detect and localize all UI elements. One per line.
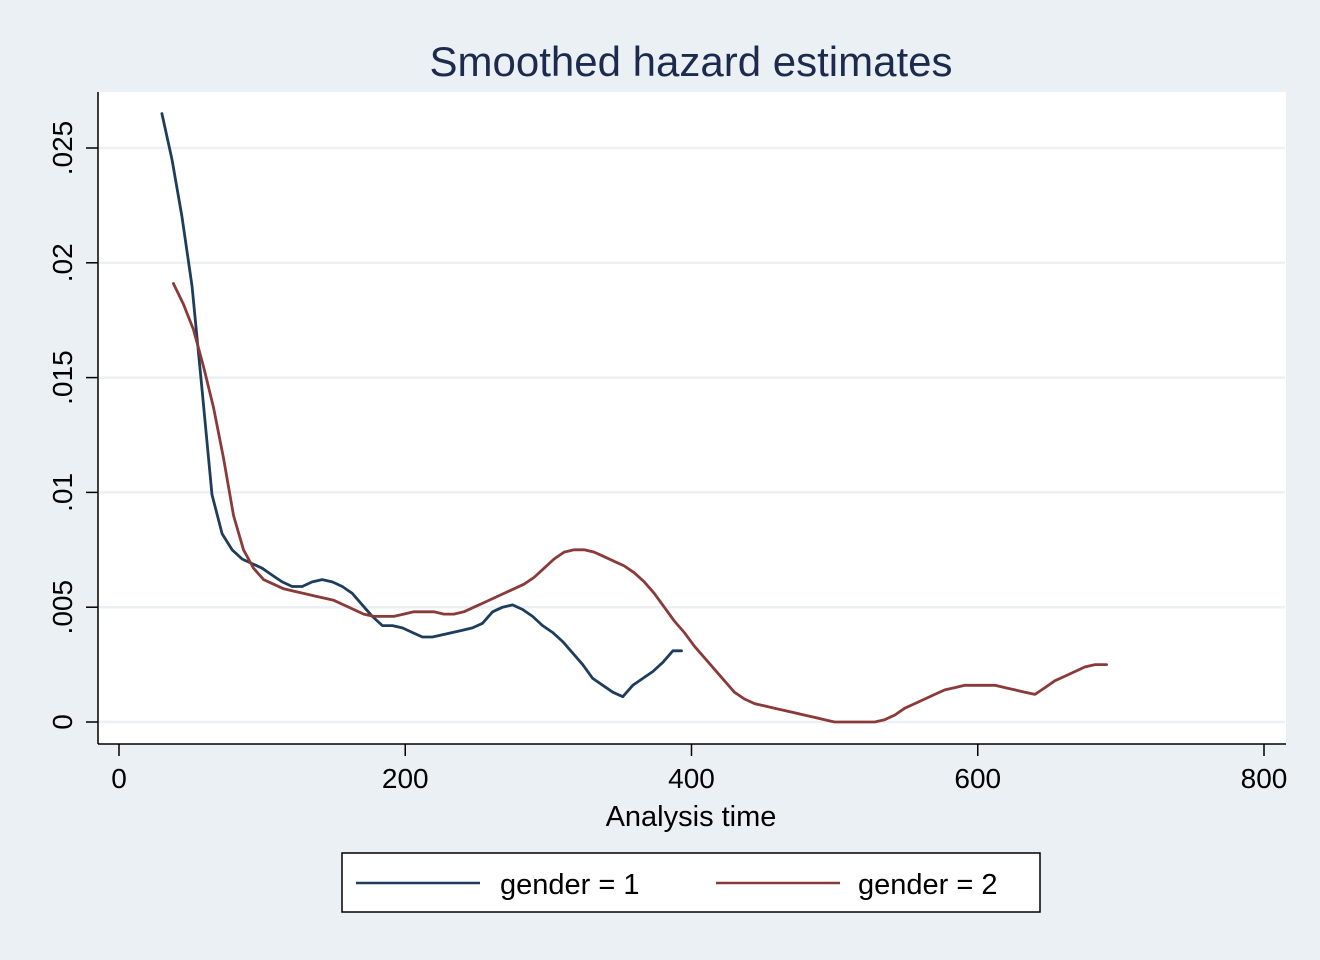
legend-label-gender-2: gender = 2	[858, 869, 997, 901]
chart-title: Smoothed hazard estimates	[430, 38, 953, 85]
y-tick-label: .015	[47, 350, 78, 405]
series-line-gender-2	[171, 282, 1108, 724]
series-lines	[160, 112, 1108, 724]
x-tick-label: 200	[382, 763, 429, 794]
y-tick-label: 0	[47, 714, 78, 730]
x-axis-label: Analysis time	[606, 801, 777, 833]
x-tick-label: 600	[954, 763, 1001, 794]
legend-label-gender-1: gender = 1	[500, 869, 639, 901]
x-tick-label: 0	[111, 763, 127, 794]
y-tick-label: .02	[47, 243, 78, 282]
y-tick-label: .01	[47, 473, 78, 512]
x-tick-label: 800	[1241, 763, 1288, 794]
grid-lines	[99, 146, 1285, 724]
y-tick-label: .025	[47, 121, 78, 176]
axes: 0 .005 .01 .015 .02 .025 0 200 400 600 800	[47, 121, 1287, 794]
legend: gender = 1 gender = 2	[341, 852, 1041, 913]
x-tick-label: 400	[668, 763, 715, 794]
y-tick-label: .005	[47, 580, 78, 635]
plot-area	[98, 92, 1286, 744]
